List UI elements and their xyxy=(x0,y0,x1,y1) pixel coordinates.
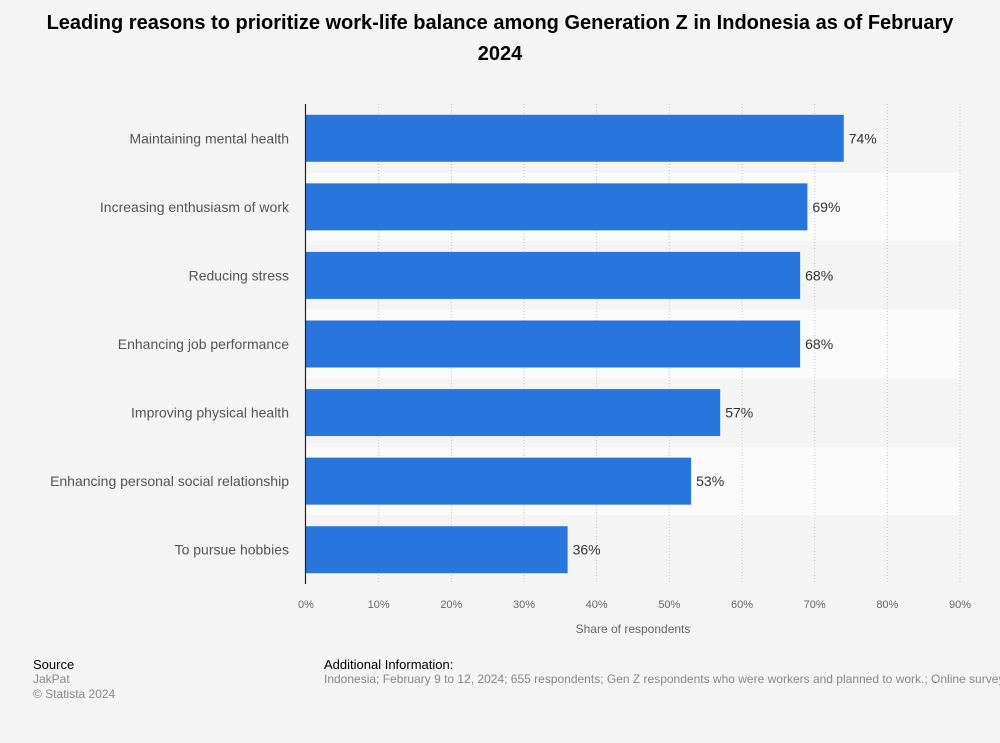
x-tick-label: 40% xyxy=(586,599,608,611)
x-tick-label: 60% xyxy=(731,599,753,611)
x-tick-label: 80% xyxy=(876,599,898,611)
x-tick-label: 10% xyxy=(368,599,390,611)
category-label: Reducing stress xyxy=(189,267,289,283)
x-tick-label: 90% xyxy=(949,599,971,611)
x-tick-label: 50% xyxy=(658,599,680,611)
value-label: 57% xyxy=(725,405,753,421)
copyright: © Statista 2024 xyxy=(33,687,116,701)
bar xyxy=(306,251,801,299)
value-label: 68% xyxy=(805,267,833,283)
value-label: 69% xyxy=(812,199,840,215)
value-label: 68% xyxy=(805,336,833,352)
bar xyxy=(306,457,692,505)
x-tick-label: 0% xyxy=(298,599,314,611)
chart-title: Leading reasons to prioritize work-life … xyxy=(46,12,954,65)
category-label: Improving physical health xyxy=(131,405,289,421)
category-label: Maintaining mental health xyxy=(129,130,289,146)
category-label: Increasing enthusiasm of work xyxy=(100,199,290,215)
x-tick-label: 20% xyxy=(440,599,462,611)
value-label: 53% xyxy=(696,473,724,489)
bar xyxy=(306,183,808,231)
x-tick-label: 70% xyxy=(804,599,826,611)
source-heading: Source xyxy=(33,657,75,672)
category-label: Enhancing personal social relationship xyxy=(50,473,289,489)
category-label: To pursue hobbies xyxy=(175,542,289,558)
source-block: Source JakPat © Statista 2024 xyxy=(33,657,115,702)
x-axis-title: Share of respondents xyxy=(576,622,691,636)
bar xyxy=(306,320,801,368)
value-label: 36% xyxy=(573,542,601,558)
bar xyxy=(306,389,721,437)
info-heading: Additional Information: xyxy=(324,657,454,672)
bar xyxy=(306,114,844,162)
bar xyxy=(306,526,568,574)
x-tick-label: 30% xyxy=(513,599,535,611)
additional-info-block: Additional Information: Indonesia; Febru… xyxy=(324,657,1000,687)
value-label: 74% xyxy=(849,130,877,146)
category-label: Enhancing job performance xyxy=(118,336,289,352)
source-name[interactable]: JakPat xyxy=(33,672,70,686)
bar-chart: 0% 10% 20% 30% 40% 50% 60% 70% 80% 90% Maintaining… xyxy=(50,104,971,636)
info-text: Indonesia; February 9 to 12, 2024; 655 r… xyxy=(324,672,1000,686)
